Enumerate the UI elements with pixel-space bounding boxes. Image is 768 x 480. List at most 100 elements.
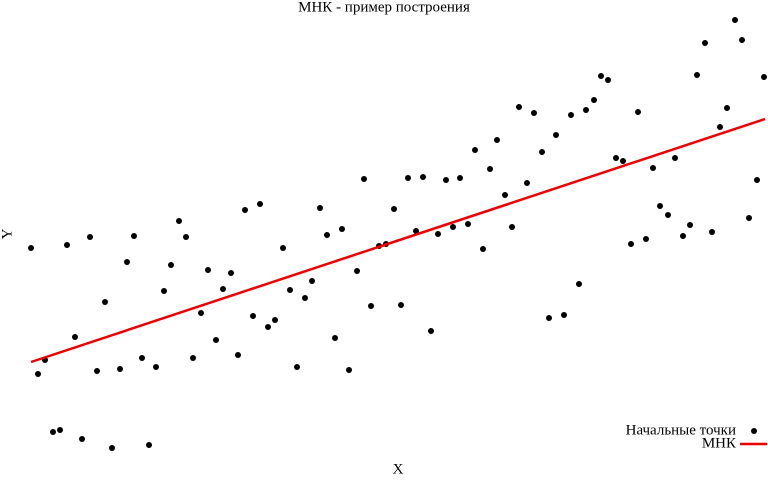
data-point [635, 109, 641, 115]
data-point [687, 222, 693, 228]
data-point [746, 215, 752, 221]
data-point [531, 110, 537, 116]
data-point [561, 312, 567, 318]
data-point [35, 371, 41, 377]
data-point [346, 367, 352, 373]
data-point [220, 286, 226, 292]
data-point [102, 299, 108, 305]
data-point [94, 368, 100, 374]
data-point [568, 112, 574, 118]
data-point [64, 242, 70, 248]
data-point [643, 236, 649, 242]
data-point [153, 364, 159, 370]
data-point [583, 107, 589, 113]
legend-label: МНК [702, 435, 737, 451]
data-point [146, 442, 152, 448]
data-point [317, 205, 323, 211]
data-point [161, 288, 167, 294]
data-point [198, 310, 204, 316]
data-point [553, 132, 559, 138]
data-point [739, 37, 745, 43]
data-point [117, 366, 123, 372]
data-point [79, 436, 85, 442]
data-point [628, 241, 634, 247]
data-point [546, 315, 552, 321]
data-point [613, 155, 619, 161]
data-point [250, 313, 256, 319]
data-point [576, 281, 582, 287]
legend-label: Начальные точки [626, 422, 736, 438]
data-point [665, 212, 671, 218]
data-point [443, 177, 449, 183]
data-point [235, 352, 241, 358]
data-point [176, 218, 182, 224]
data-point [509, 224, 515, 230]
data-point [168, 262, 174, 268]
data-point [657, 203, 663, 209]
data-point [450, 224, 456, 230]
legend-marker [751, 428, 757, 434]
data-point [354, 268, 360, 274]
data-point [717, 124, 723, 130]
data-point [494, 137, 500, 143]
data-point [324, 232, 330, 238]
data-point [242, 207, 248, 213]
data-point [420, 174, 426, 180]
data-point [435, 231, 441, 237]
data-point [724, 105, 730, 111]
data-point [332, 335, 338, 341]
data-point [524, 180, 530, 186]
data-point [131, 233, 137, 239]
y-axis-label: Y [0, 228, 15, 239]
data-point [294, 364, 300, 370]
data-point [598, 73, 604, 79]
data-point [302, 295, 308, 301]
data-point [754, 177, 760, 183]
chart-title: МНК - пример построения [298, 0, 470, 15]
data-point [50, 429, 56, 435]
data-point [57, 427, 63, 433]
fit-line [30, 117, 766, 364]
data-point [709, 229, 715, 235]
data-point [139, 355, 145, 361]
data-point [405, 175, 411, 181]
data-point [280, 245, 286, 251]
data-point [457, 175, 463, 181]
data-point [391, 206, 397, 212]
data-point [339, 226, 345, 232]
data-point [465, 221, 471, 227]
data-point [72, 334, 78, 340]
data-point [228, 270, 234, 276]
data-point [650, 165, 656, 171]
data-point [28, 245, 34, 251]
data-point [213, 337, 219, 343]
data-point [672, 155, 678, 161]
data-point [480, 246, 486, 252]
data-point [680, 233, 686, 239]
data-point [287, 287, 293, 293]
data-point [487, 166, 493, 172]
data-point [428, 328, 434, 334]
data-point [620, 158, 626, 164]
data-point [694, 72, 700, 78]
data-point [472, 147, 478, 153]
x-axis-label: X [393, 461, 404, 477]
data-point [368, 303, 374, 309]
data-point [591, 97, 597, 103]
data-point [309, 278, 315, 284]
data-point [413, 228, 419, 234]
data-point [257, 201, 263, 207]
data-point [265, 324, 271, 330]
data-point [539, 149, 545, 155]
data-point [124, 259, 130, 265]
data-point [109, 445, 115, 451]
data-point [516, 104, 522, 110]
data-point [87, 234, 93, 240]
data-point [190, 355, 196, 361]
data-point [183, 234, 189, 240]
data-point [272, 317, 278, 323]
data-point [398, 302, 404, 308]
data-point [205, 267, 211, 273]
data-point [761, 74, 767, 80]
